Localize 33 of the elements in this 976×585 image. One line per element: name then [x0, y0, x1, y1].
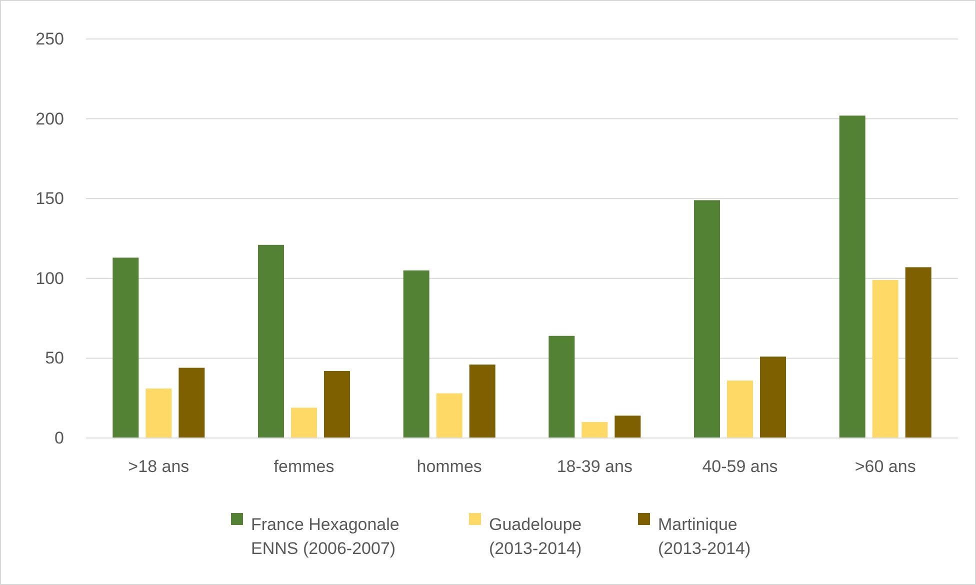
bar: [582, 422, 608, 438]
y-tick-label: 200: [36, 109, 64, 128]
legend-label: Martinique (2013-2014): [658, 515, 751, 558]
bar: [436, 393, 462, 438]
bar: [760, 356, 786, 438]
bar: [614, 416, 641, 438]
bar: [727, 380, 753, 438]
y-tick-label: 50: [45, 348, 64, 368]
y-tick-label: 0: [54, 428, 64, 448]
bar: [178, 368, 205, 438]
bar: [905, 267, 932, 438]
legend-label: Guadeloupe (2013-2014): [489, 515, 582, 558]
x-tick-label: 40-59 ans: [702, 457, 778, 476]
bar: [291, 408, 317, 438]
bar: [839, 116, 866, 438]
x-tick-label: femmes: [274, 457, 334, 476]
bar: [403, 270, 430, 438]
x-tick-label: >18 ans: [128, 457, 190, 476]
bar: [872, 280, 898, 438]
bar: [112, 258, 139, 438]
x-tick-label: 18-39 ans: [556, 457, 632, 476]
bar: [324, 370, 350, 438]
bar: [548, 336, 575, 438]
bar: [469, 364, 496, 438]
bar: [694, 200, 720, 438]
bar: [146, 388, 172, 438]
x-tick-label: >60 ans: [854, 457, 916, 476]
y-tick-label: 150: [36, 189, 64, 208]
y-tick-label: 250: [36, 29, 64, 48]
bar: [258, 244, 284, 438]
legend-label: France Hexagonale ENNS (2006-2007): [251, 515, 400, 558]
x-tick-label: hommes: [416, 457, 482, 476]
y-tick-label: 100: [36, 268, 64, 288]
